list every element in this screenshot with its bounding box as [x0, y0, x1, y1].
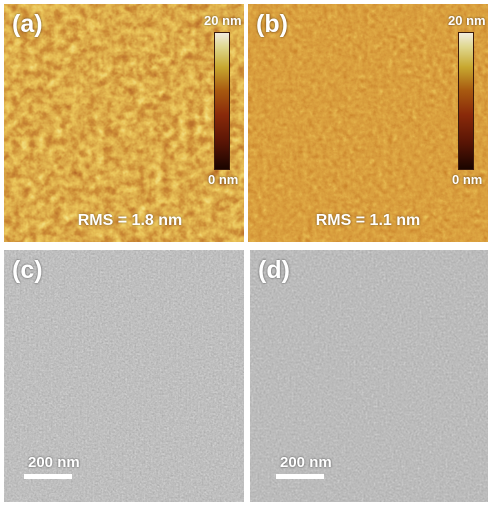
tem-panel-d: (d) 200 nm	[250, 250, 488, 502]
panel-label-b: (b)	[256, 10, 288, 38]
afm-panel-b: (b) 20 nm 0 nm RMS = 1.1 nm	[248, 4, 488, 242]
colorbar-a	[214, 32, 230, 170]
panel-label-d: (d)	[258, 256, 290, 284]
colorbar-min-label-b: 0 nm	[452, 172, 483, 187]
rms-value-b: RMS = 1.1 nm	[315, 212, 421, 229]
tem-panel-c: (c) 200 nm	[4, 250, 244, 502]
panel-label-c: (c)	[12, 256, 43, 284]
panel-label-a: (a)	[12, 10, 43, 38]
tem-image-d	[250, 250, 488, 502]
scalebar-d	[276, 474, 324, 479]
afm-image-a	[4, 4, 244, 242]
colorbar-b	[458, 32, 474, 170]
scalebar-label-d: 200 nm	[280, 454, 332, 471]
colorbar-max-label-b: 20 nm	[448, 13, 486, 28]
afm-panel-a: (a) 20 nm 0 nm RMS = 1.8 nm	[4, 4, 244, 242]
rms-value-a: RMS = 1.8 nm	[77, 212, 183, 229]
scalebar-c	[24, 474, 72, 479]
colorbar-min-label-a: 0 nm	[208, 172, 239, 187]
afm-image-b	[248, 4, 488, 242]
colorbar-max-label-a: 20 nm	[204, 13, 242, 28]
tem-image-c	[4, 250, 244, 502]
scalebar-label-c: 200 nm	[28, 454, 80, 471]
